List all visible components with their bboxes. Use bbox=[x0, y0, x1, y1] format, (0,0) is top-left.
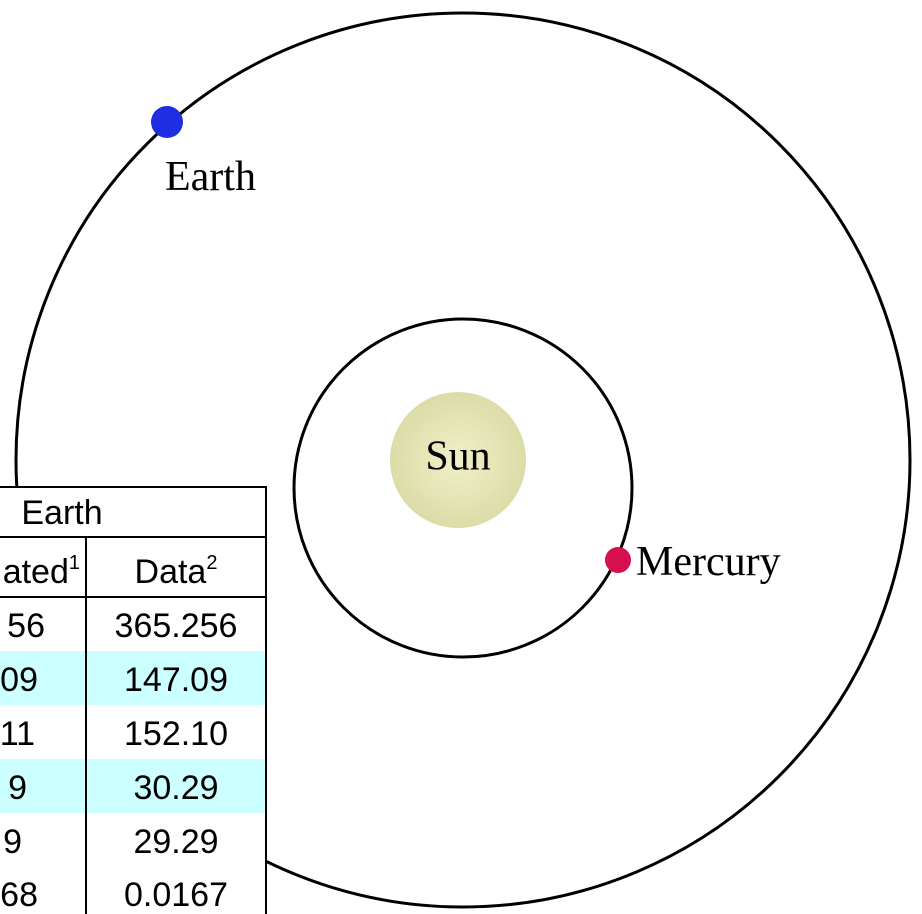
column-note: 2 bbox=[206, 552, 217, 574]
sun-label: Sun bbox=[425, 434, 490, 480]
cell-text: 09 bbox=[0, 661, 38, 699]
cell-text: 68 bbox=[0, 876, 38, 914]
earth-label: Earth bbox=[165, 154, 256, 200]
column-text: Data bbox=[135, 553, 207, 591]
earth-orbit bbox=[14, 11, 912, 909]
cell-text: 29.29 bbox=[133, 823, 218, 861]
cell-text: 9 bbox=[8, 769, 27, 807]
table-header: Earth bbox=[21, 494, 102, 532]
row-highlight bbox=[0, 759, 266, 813]
column-note: 1 bbox=[69, 552, 80, 574]
column-header: ated1 bbox=[3, 552, 80, 591]
cell-text: 30.29 bbox=[133, 769, 218, 807]
cell-text: 365.256 bbox=[115, 607, 238, 645]
cell-text: 147.09 bbox=[124, 661, 228, 699]
cell-text: 0.0167 bbox=[124, 876, 228, 914]
cell-text: 152.10 bbox=[124, 715, 228, 753]
column-header: Data2 bbox=[135, 552, 218, 591]
mercury-orbit bbox=[292, 317, 634, 659]
cell-text: 9 bbox=[3, 823, 22, 861]
row-highlight bbox=[0, 651, 266, 705]
mercury-planet bbox=[605, 547, 631, 573]
sun bbox=[390, 392, 526, 528]
cell-text: 11 bbox=[0, 715, 35, 753]
mercury-label: Mercury bbox=[636, 539, 781, 585]
cell-text: 56 bbox=[7, 607, 45, 645]
data-table: Earth ated1 Data2 56 365.256 09 147.09 11 152… bbox=[0, 486, 267, 914]
earth-planet bbox=[151, 106, 183, 138]
column-text: ated bbox=[3, 553, 69, 591]
